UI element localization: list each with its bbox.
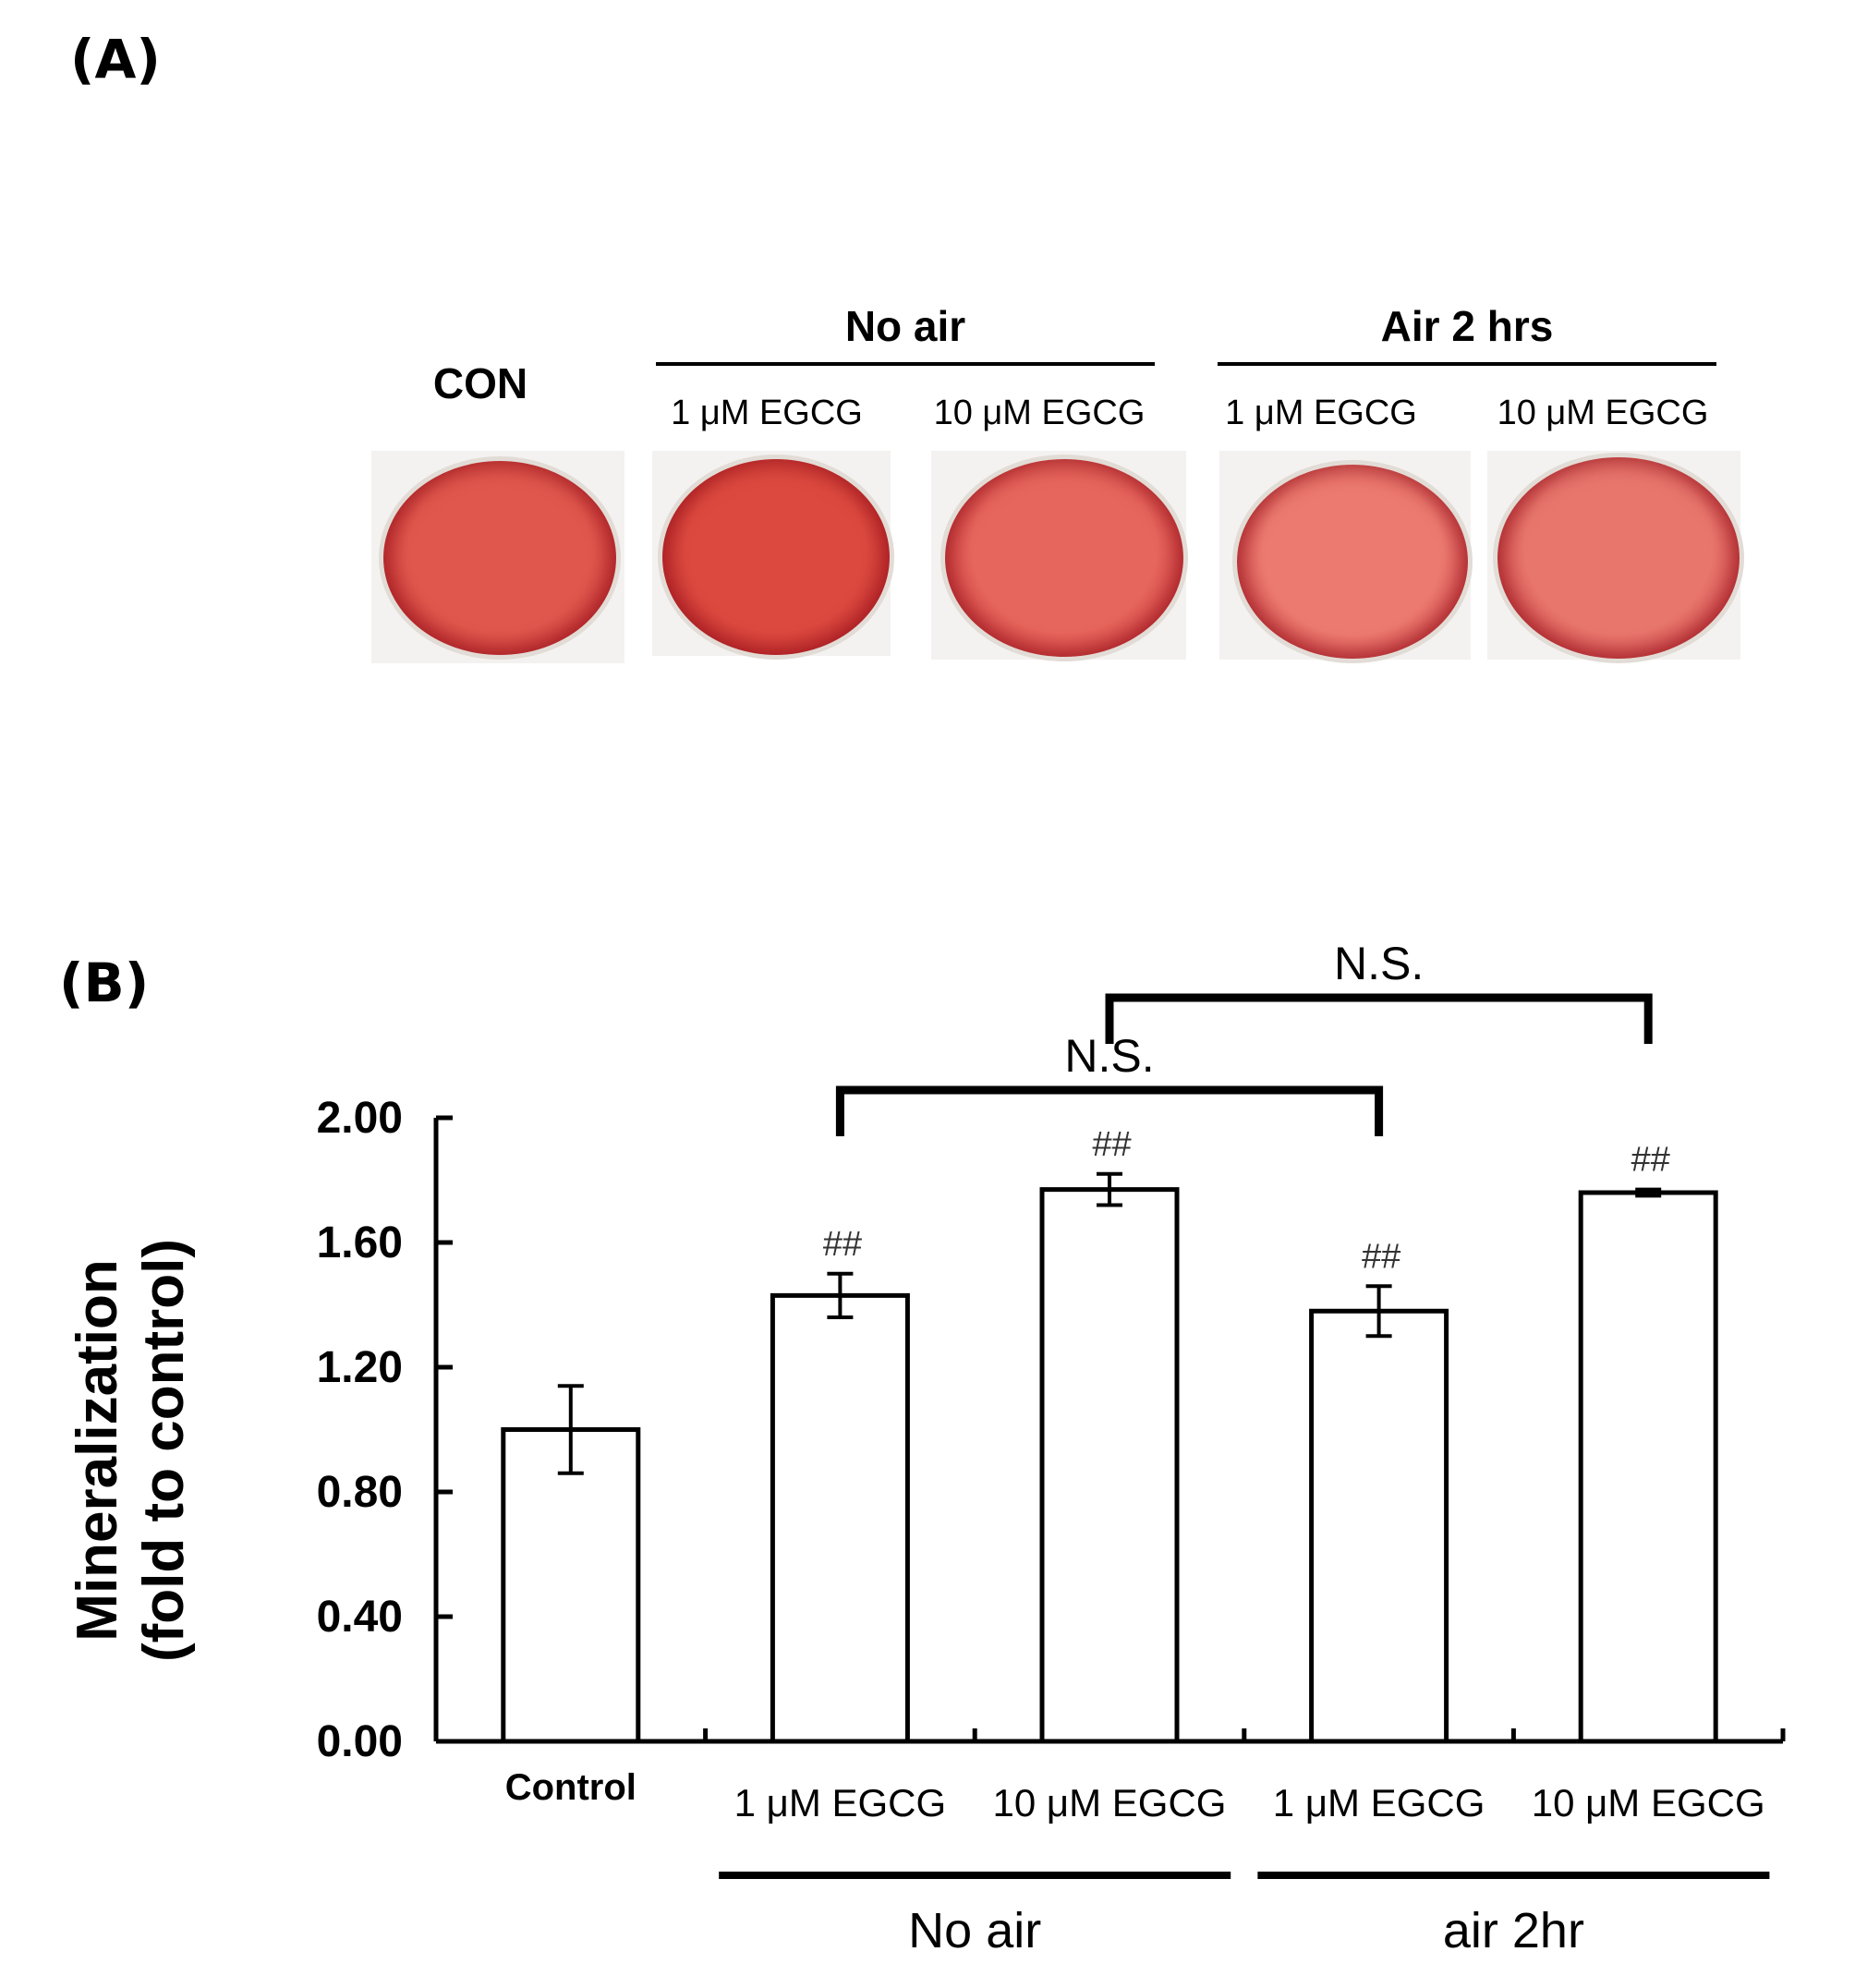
comparison-label: N.S. — [1334, 938, 1424, 989]
y-tick-label: 0.80 — [317, 1468, 403, 1517]
sublabel-air-1um: 1 μM EGCG — [1225, 394, 1417, 432]
group-label: air 2hr — [1443, 1903, 1584, 1958]
y-tick-label: 1.60 — [317, 1218, 403, 1267]
bar — [1039, 1187, 1180, 1744]
y-tick-label: 1.20 — [317, 1343, 403, 1392]
y-tick-label: 0.40 — [317, 1593, 403, 1642]
panel-b-label: (B) — [59, 952, 150, 1014]
group-rule-no-air — [656, 362, 1155, 366]
con-label: CON — [432, 359, 528, 407]
significance-mark: ## — [1631, 1141, 1670, 1180]
y-axis-label-line-2: (fold to control) — [132, 1239, 196, 1662]
group-title-no-air: No air — [844, 302, 966, 350]
comparison-bracket — [835, 1085, 1384, 1136]
significance-mark: ## — [1361, 1237, 1400, 1276]
x-tick-label: 10 μM EGCG — [993, 1781, 1227, 1824]
comparison-bracket — [1105, 993, 1653, 1044]
x-tick-label: 1 μM EGCG — [734, 1781, 947, 1824]
x-tick-label: 1 μM EGCG — [1273, 1781, 1485, 1824]
significance-mark: ## — [1092, 1125, 1132, 1164]
stained-well-control — [379, 456, 621, 660]
group-rule-air-2hrs — [1218, 362, 1716, 366]
y-axis-label: Mineralization (fold to control) — [66, 1239, 196, 1662]
y-tick-label: 0.00 — [317, 1717, 403, 1766]
x-tick-label: Control — [505, 1767, 637, 1808]
stained-well-no-air-1um — [658, 455, 894, 660]
y-tick-label: 2.00 — [317, 1094, 403, 1143]
panel-a-label: (A) — [70, 28, 161, 91]
group-title-air-2hrs: Air 2 hrs — [1380, 302, 1554, 350]
stained-well-air-10um — [1493, 453, 1744, 663]
bar — [501, 1427, 641, 1744]
group-label: No air — [908, 1903, 1041, 1958]
sublabel-no-air-1um: 1 μM EGCG — [671, 394, 863, 432]
bar — [1309, 1308, 1449, 1744]
stained-well-no-air-10um — [940, 455, 1188, 661]
significance-mark: ## — [822, 1225, 862, 1264]
sublabel-air-10um: 10 μM EGCG — [1497, 394, 1709, 432]
sublabel-no-air-10um: 10 μM EGCG — [933, 394, 1146, 432]
stained-well-air-1um — [1232, 460, 1473, 663]
bar — [1578, 1190, 1718, 1744]
bar — [770, 1292, 910, 1744]
y-axis-label-line-1: Mineralization — [66, 1259, 129, 1641]
x-tick-label: 10 μM EGCG — [1532, 1781, 1765, 1824]
